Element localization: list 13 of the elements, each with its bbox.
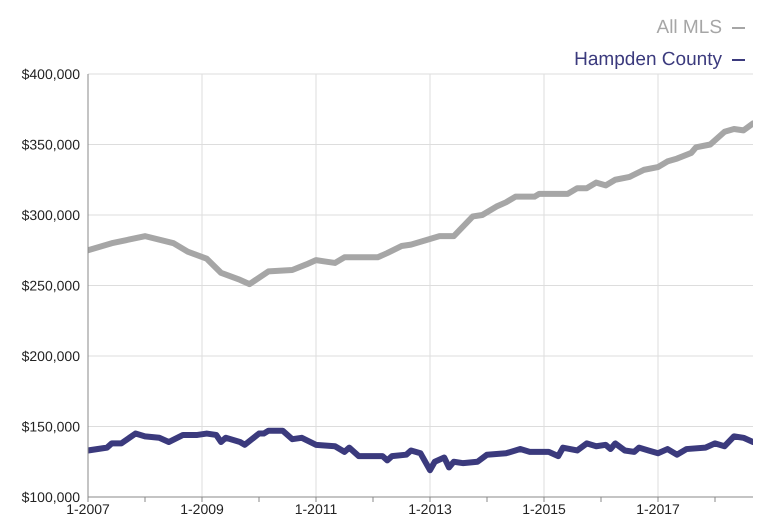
y-tick-label: $350,000 <box>22 136 80 152</box>
y-tick-label: $400,000 <box>22 66 80 82</box>
x-tick-label: 1-2013 <box>408 500 452 517</box>
y-tick-label: $300,000 <box>22 206 80 223</box>
legend-label: Hampden County <box>574 48 722 72</box>
y-tick-label: $150,000 <box>22 418 80 434</box>
x-tick-label: 1-2011 <box>294 500 338 517</box>
x-tick-label: 1-2009 <box>180 500 224 517</box>
y-tick-label: $200,000 <box>22 348 80 364</box>
x-tick-label: 1-2017 <box>636 500 680 517</box>
y-tick-label: $250,000 <box>22 277 80 294</box>
x-tick-label: 1-2015 <box>522 500 566 517</box>
legend-label: All MLS <box>656 16 722 40</box>
